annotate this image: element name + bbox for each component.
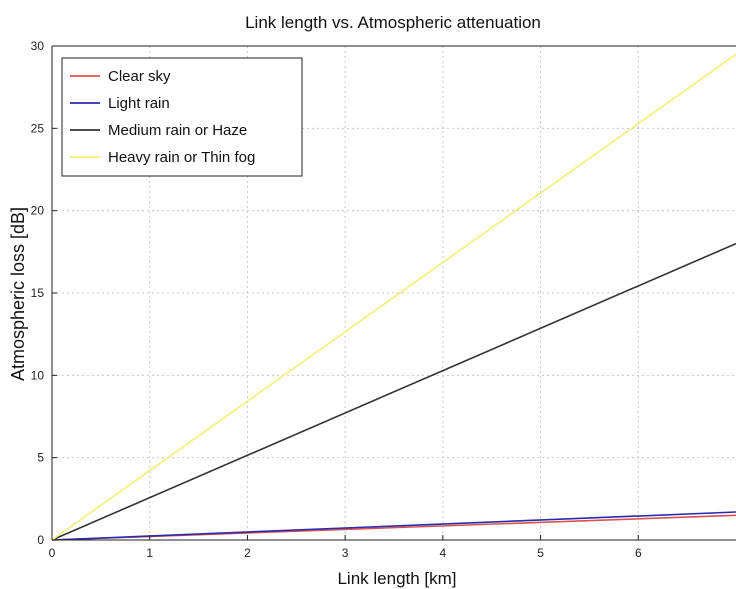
x-tick-label: 3 [342, 546, 349, 560]
y-tick-label: 25 [31, 121, 45, 135]
y-tick-label: 5 [37, 451, 44, 465]
y-tick-label: 10 [31, 368, 45, 382]
series-line [51, 242, 736, 541]
legend-label: Medium rain or Haze [108, 122, 247, 139]
y-tick-label: 0 [37, 533, 44, 547]
x-tick-label: 1 [146, 546, 153, 560]
x-tick-label: 6 [635, 546, 642, 560]
x-tick-label: 0 [49, 546, 56, 560]
x-tick-label: 5 [537, 546, 544, 560]
tick-labels: 0 1 2 3 4 5 6 0 5 10 15 20 25 30 [31, 39, 642, 560]
series-line [51, 511, 736, 541]
legend-label: Heavy rain or Thin fog [108, 149, 255, 166]
series-line [51, 53, 736, 541]
y-axis-label: Atmospheric loss [dB] [8, 207, 28, 381]
y-tick-label: 20 [31, 204, 45, 218]
legend-box [61, 57, 303, 177]
x-tick-label: 4 [440, 546, 447, 560]
legend-label: Clear sky [108, 68, 171, 85]
y-tick-label: 15 [31, 286, 45, 300]
axes [51, 45, 736, 541]
series-lines [51, 53, 736, 541]
chart-title: Link length vs. Atmospheric attenuation [245, 13, 541, 32]
x-axis-label: Link length [km] [337, 569, 456, 588]
x-tick-label: 2 [244, 546, 251, 560]
legend-label: Light rain [108, 95, 170, 112]
y-tick-label: 30 [31, 39, 45, 53]
legend: Clear sky Light rain Medium rain or Haze He… [61, 57, 303, 177]
grid [52, 45, 736, 540]
